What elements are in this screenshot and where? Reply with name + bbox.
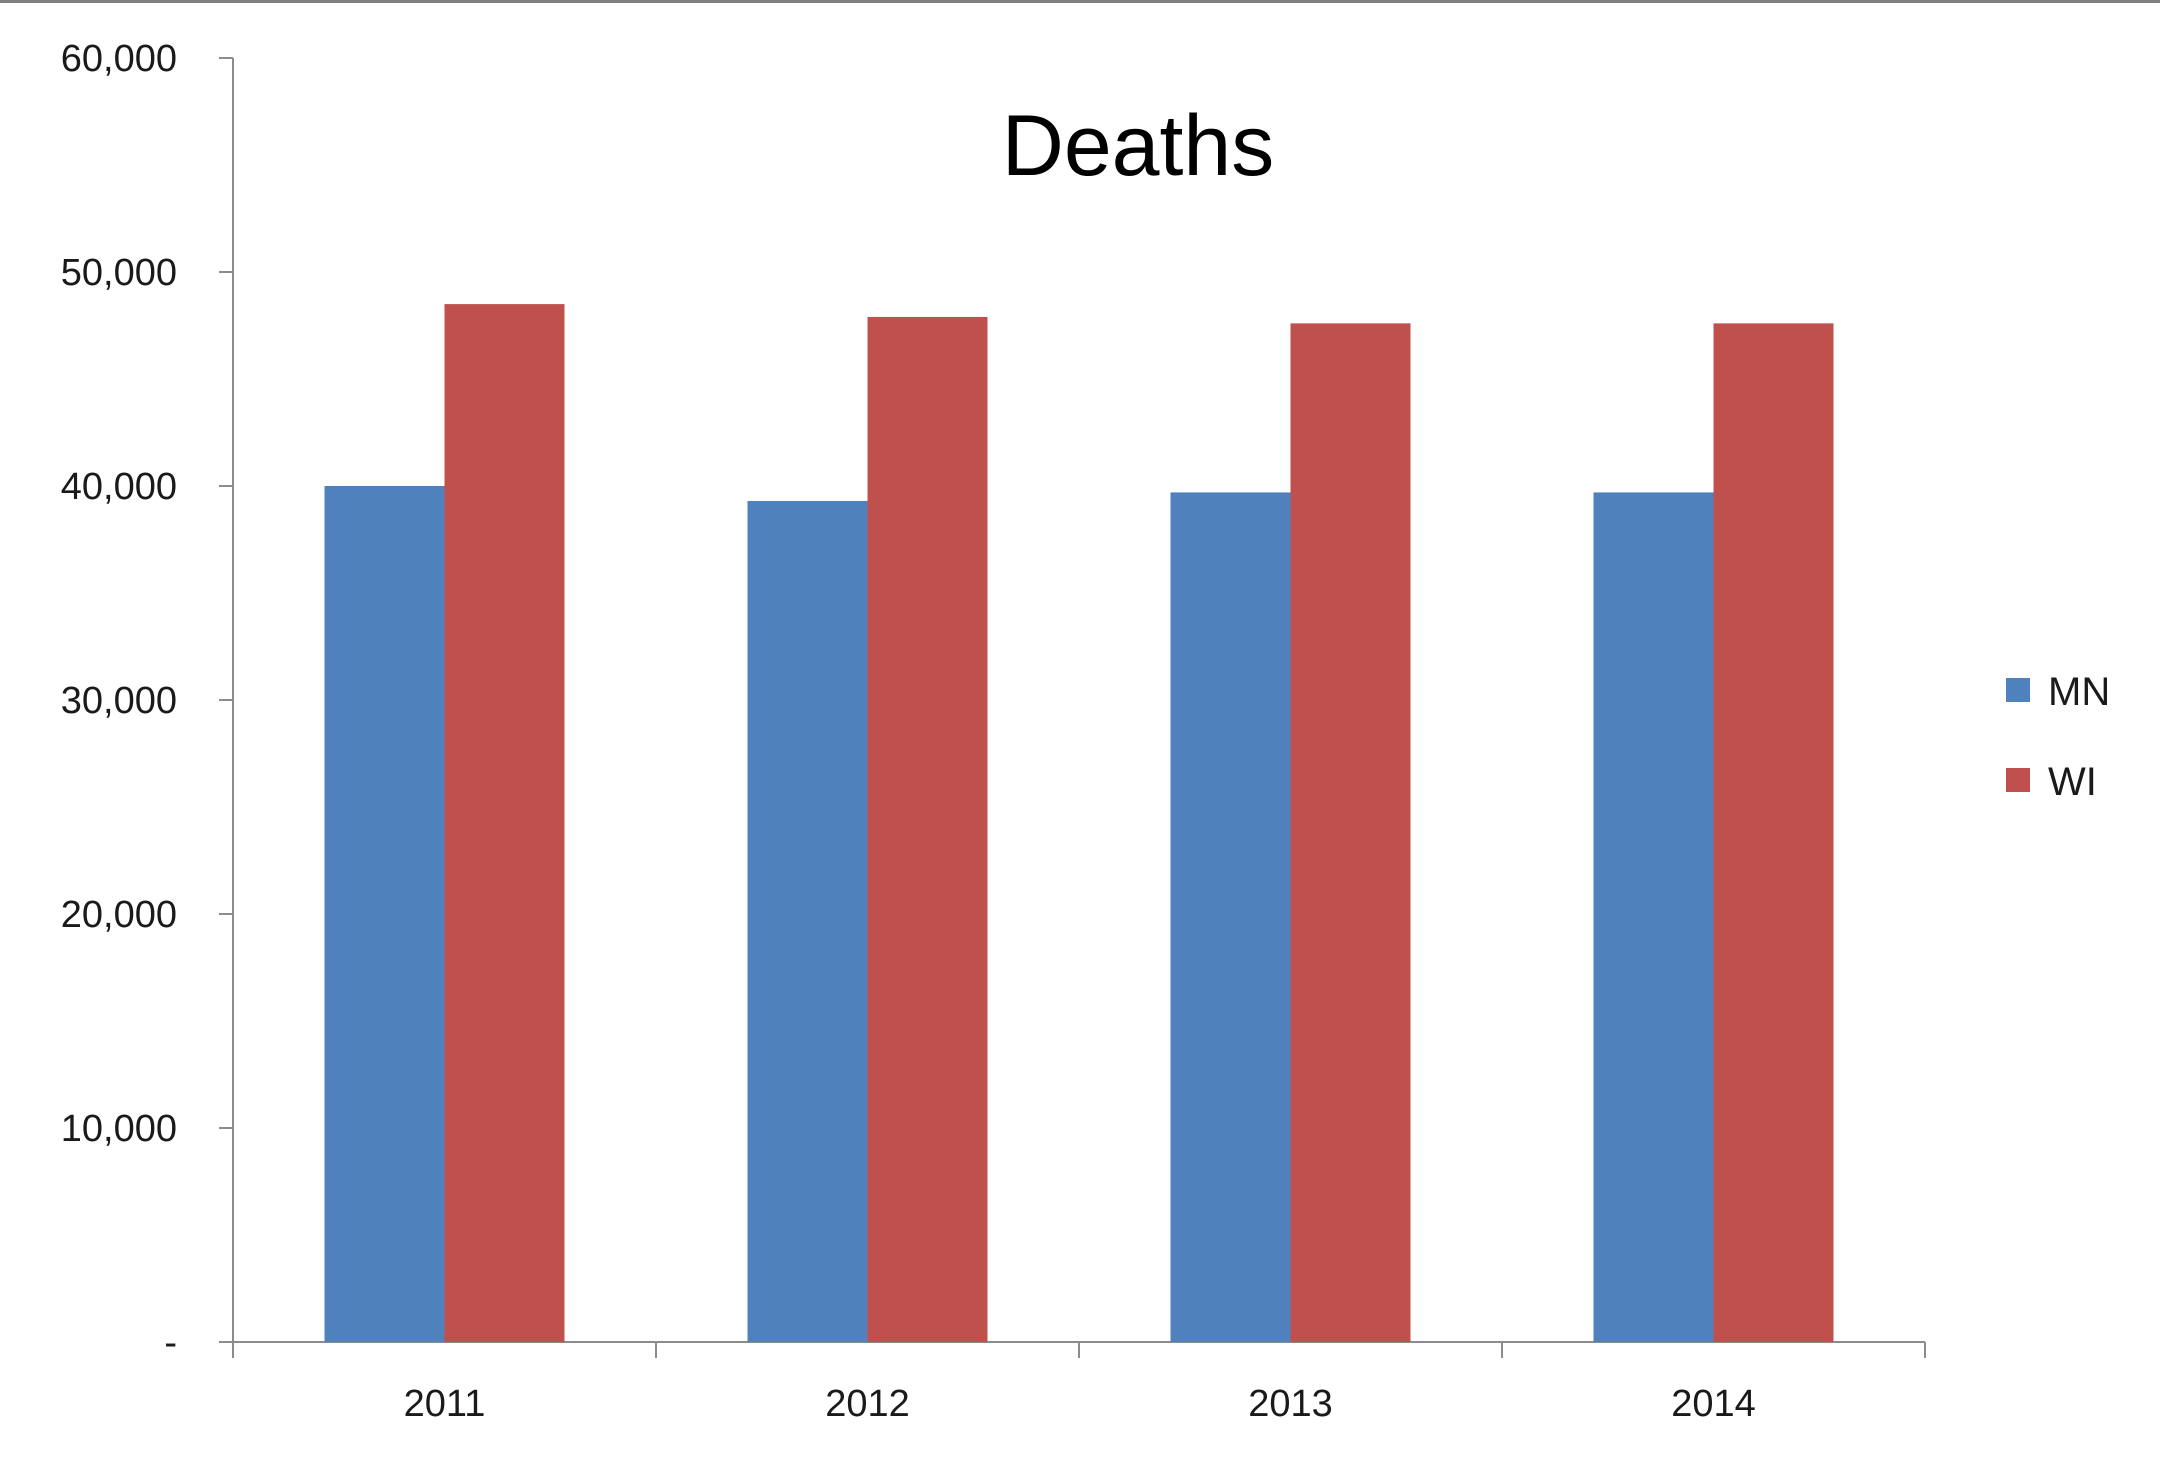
bar-wi-2013 bbox=[1290, 323, 1411, 1342]
legend: MN WI bbox=[2006, 670, 2110, 804]
bar-wi-2011 bbox=[444, 304, 565, 1343]
y-tick-label: 10,000 bbox=[61, 1108, 177, 1150]
y-tick-label: 60,000 bbox=[61, 38, 177, 80]
x-tick-label: 2014 bbox=[1671, 1383, 1756, 1425]
x-tick-label: 2012 bbox=[825, 1383, 910, 1425]
y-axis: - 10,000 20,000 30,000 40,000 50,000 60,000 bbox=[61, 38, 234, 1364]
x-tick-label: 2013 bbox=[1248, 1383, 1333, 1425]
y-tick-label: 20,000 bbox=[61, 894, 177, 936]
deaths-bar-chart: - 10,000 20,000 30,000 40,000 50,000 60,000 20… bbox=[61, 38, 2110, 1425]
x-axis: 2011 2012 2013 2014 bbox=[232, 1341, 1926, 1425]
y-tick-label: 30,000 bbox=[61, 680, 177, 722]
y-tick-label: - bbox=[164, 1322, 177, 1364]
x-tick-label: 2011 bbox=[404, 1383, 486, 1425]
bar-mn-2014 bbox=[1593, 492, 1714, 1342]
legend-swatch-mn bbox=[2006, 678, 2030, 702]
chart-title: Deaths bbox=[1002, 98, 1275, 194]
bar-mn-2013 bbox=[1170, 492, 1291, 1342]
bar-wi-2014 bbox=[1713, 323, 1834, 1342]
bar-wi-2012 bbox=[867, 316, 988, 1343]
legend-label-mn: MN bbox=[2048, 670, 2110, 714]
legend-label-wi: WI bbox=[2048, 760, 2097, 804]
y-tick-label: 50,000 bbox=[61, 252, 177, 294]
bars bbox=[324, 304, 1834, 1343]
bar-mn-2011 bbox=[324, 486, 445, 1342]
legend-swatch-wi bbox=[2006, 768, 2030, 792]
bar-mn-2012 bbox=[747, 500, 868, 1343]
y-tick-label: 40,000 bbox=[61, 466, 177, 508]
